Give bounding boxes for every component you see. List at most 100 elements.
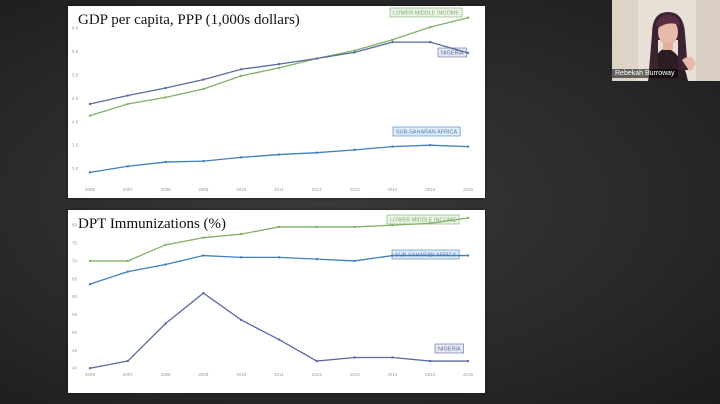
y-tick-label: 4.0 bbox=[72, 119, 79, 124]
data-point bbox=[240, 232, 243, 236]
data-point bbox=[466, 254, 470, 257]
x-tick-label: 2007 bbox=[123, 372, 134, 377]
x-tick-label: 2010 bbox=[236, 372, 247, 377]
data-point bbox=[315, 57, 318, 60]
y-tick-label: 5.0 bbox=[72, 72, 79, 77]
data-point bbox=[88, 102, 92, 106]
y-tick-label: 60 bbox=[72, 294, 78, 299]
x-tick-label: 2012 bbox=[312, 187, 323, 192]
series-line bbox=[89, 144, 469, 174]
y-tick-label: 5.5 bbox=[72, 49, 79, 54]
series-line bbox=[89, 292, 468, 369]
y-tick-label: 75 bbox=[72, 241, 78, 246]
x-tick-label: 2016 bbox=[463, 372, 474, 377]
x-tick-label: 2006 bbox=[85, 187, 96, 192]
series-label: LOWER MIDDLE INCOME bbox=[393, 11, 459, 17]
data-point bbox=[391, 145, 394, 148]
data-point bbox=[277, 338, 281, 341]
series-label: SUB-SAHARAN AFRICA bbox=[395, 253, 456, 259]
data-point bbox=[240, 256, 243, 259]
data-point bbox=[353, 51, 356, 54]
y-tick-label: 40 bbox=[72, 366, 78, 371]
data-point bbox=[277, 153, 281, 156]
data-point bbox=[429, 40, 432, 44]
data-point bbox=[202, 78, 205, 81]
data-point bbox=[164, 86, 167, 90]
data-point bbox=[88, 367, 92, 370]
x-tick-label: 2013 bbox=[350, 372, 361, 377]
data-point bbox=[164, 322, 167, 325]
data-point bbox=[240, 68, 243, 71]
series-label: LOWER MIDDLE INCOME bbox=[390, 218, 456, 224]
series-label-box bbox=[434, 343, 464, 354]
data-point bbox=[353, 259, 356, 263]
data-point bbox=[126, 359, 129, 363]
series-label-box bbox=[391, 249, 460, 260]
y-tick-label: 3.0 bbox=[72, 166, 79, 171]
data-point bbox=[353, 356, 356, 359]
data-point bbox=[353, 148, 356, 152]
series-label-box bbox=[392, 126, 461, 137]
y-tick-label: 3.5 bbox=[72, 143, 79, 148]
x-tick-label: 2014 bbox=[387, 372, 398, 377]
data-point bbox=[164, 263, 167, 266]
data-point bbox=[315, 151, 318, 154]
x-tick-label: 2008 bbox=[161, 372, 172, 377]
data-point bbox=[202, 87, 205, 91]
data-point bbox=[88, 171, 92, 174]
data-point bbox=[466, 145, 470, 148]
x-tick-label: 2013 bbox=[350, 187, 361, 192]
y-tick-label: 55 bbox=[72, 312, 78, 317]
y-tick-label: 6.0 bbox=[72, 26, 79, 31]
dpt-chart-card: 40 45 50 55 60 65 70 75 80 2006 2007 2008 2009 2010 20… bbox=[68, 210, 485, 393]
gdp-line-chart: 3.0 3.5 4.0 4.5 5.0 5.5 6.0 2006 2007 2008 2009 201… bbox=[72, 7, 474, 192]
participant-video[interactable] bbox=[612, 0, 720, 81]
x-tick-label: 2009 bbox=[198, 372, 209, 377]
data-point bbox=[429, 25, 432, 29]
data-point bbox=[202, 159, 205, 163]
data-point bbox=[277, 256, 281, 259]
data-point bbox=[88, 114, 92, 117]
series-label: NIGERIA bbox=[438, 347, 461, 353]
data-point bbox=[353, 49, 356, 52]
data-point bbox=[126, 94, 129, 97]
data-point bbox=[126, 259, 129, 263]
dpt-chart-title: DPT Immunizations (%) bbox=[78, 216, 227, 232]
data-point bbox=[391, 223, 394, 227]
data-point bbox=[391, 38, 394, 41]
data-point bbox=[429, 254, 432, 257]
data-point bbox=[202, 291, 205, 295]
x-tick-label: 2015 bbox=[425, 187, 436, 192]
series-label-box bbox=[389, 7, 463, 18]
data-point bbox=[126, 270, 129, 273]
series-label-box bbox=[437, 47, 467, 58]
data-point bbox=[202, 236, 205, 239]
data-point bbox=[126, 165, 129, 168]
y-tick-label: 45 bbox=[72, 348, 78, 353]
x-tick-label: 2010 bbox=[236, 187, 247, 192]
participant-name-label: Rebekah Burroway bbox=[612, 69, 678, 78]
series-label: SUB-SAHARAN AFRICA bbox=[396, 130, 457, 136]
data-point bbox=[466, 359, 470, 363]
data-point bbox=[315, 225, 318, 229]
data-point bbox=[88, 259, 92, 263]
x-tick-label: 2009 bbox=[198, 187, 209, 192]
data-point bbox=[164, 243, 167, 247]
x-tick-label: 2011 bbox=[274, 187, 284, 192]
series-line bbox=[89, 41, 469, 105]
y-tick-label: 50 bbox=[72, 330, 78, 335]
x-tick-label: 2007 bbox=[123, 187, 134, 192]
presentation-slide: 3.0 3.5 4.0 4.5 5.0 5.5 6.0 2006 2007 2008 2009 201… bbox=[68, 7, 485, 393]
x-tick-label: 2014 bbox=[387, 187, 398, 192]
data-point bbox=[391, 356, 394, 359]
x-tick-label: 2006 bbox=[85, 372, 96, 377]
dpt-line-chart: 40 45 50 55 60 65 70 75 80 2006 2007 2008 2009 2010 20… bbox=[72, 214, 474, 377]
data-point bbox=[466, 216, 470, 220]
series-line bbox=[89, 254, 468, 285]
data-point bbox=[277, 66, 281, 70]
data-point bbox=[88, 282, 92, 286]
data-point bbox=[164, 160, 167, 164]
data-point bbox=[240, 74, 243, 78]
data-point bbox=[240, 318, 243, 322]
data-point bbox=[391, 40, 394, 44]
